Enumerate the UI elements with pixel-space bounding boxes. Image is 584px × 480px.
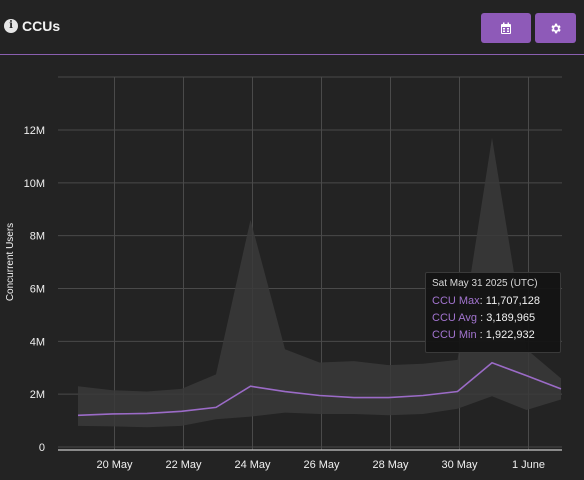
tooltip-value: 11,707,128 — [485, 295, 541, 307]
y-tick-label: 0 — [39, 442, 45, 454]
tooltip-label: CCU Max — [432, 295, 480, 307]
info-circle-icon[interactable]: i — [4, 19, 18, 33]
x-axis-ticks: 20 May 22 May 24 May 26 May 28 May 30 May 1 Ju… — [96, 459, 545, 471]
tooltip-row-max: CCU Max: 11,707,128 — [432, 295, 541, 307]
x-tick-label: 30 May — [441, 459, 478, 471]
y-axis-ticks: 0 2M 4M 6M 8M 10M 12M — [24, 125, 45, 454]
ccu-avg-line — [77, 361, 562, 417]
calendar-icon — [501, 22, 511, 34]
gear-icon — [551, 23, 561, 33]
y-tick-label: 10M — [24, 178, 45, 190]
x-tick-label: 1 June — [512, 459, 545, 471]
tooltip-title: Sat May 31 2025 (UTC) — [432, 278, 538, 289]
y-tick-label: 12M — [24, 125, 45, 137]
title-wrap: i CCUs — [4, 18, 60, 34]
tooltip-label: CCU Min — [432, 329, 477, 341]
tooltip-row-min: CCU Min : 1,922,932 — [432, 329, 535, 341]
y-tick-label: 2M — [30, 389, 45, 401]
tooltip-label: CCU Avg — [432, 312, 478, 324]
y-tick-label: 8M — [30, 231, 45, 243]
tooltip-row-avg: CCU Avg : 3,189,965 — [432, 312, 536, 324]
calendar-button[interactable] — [481, 13, 531, 43]
x-tick-label: 22 May — [165, 459, 202, 471]
y-axis-title: Concurrent Users — [5, 223, 16, 301]
settings-button[interactable] — [535, 13, 576, 43]
x-tick-label: 20 May — [96, 459, 133, 471]
chart-header: i CCUs — [0, 0, 584, 55]
x-tick-label: 26 May — [303, 459, 340, 471]
chart-title: CCUs — [22, 18, 61, 34]
x-tick-label: 28 May — [372, 459, 409, 471]
ccu-max-min-band — [78, 137, 561, 428]
tooltip-value: 1,922,932 — [485, 329, 535, 341]
y-tick-label: 4M — [30, 336, 45, 348]
tooltip-value: 3,189,965 — [486, 312, 536, 324]
x-tick-label: 24 May — [234, 459, 271, 471]
tooltip: Sat May 31 2025 (UTC) CCU Max: 11,707,12… — [425, 272, 561, 353]
y-tick-label: 6M — [30, 284, 45, 296]
